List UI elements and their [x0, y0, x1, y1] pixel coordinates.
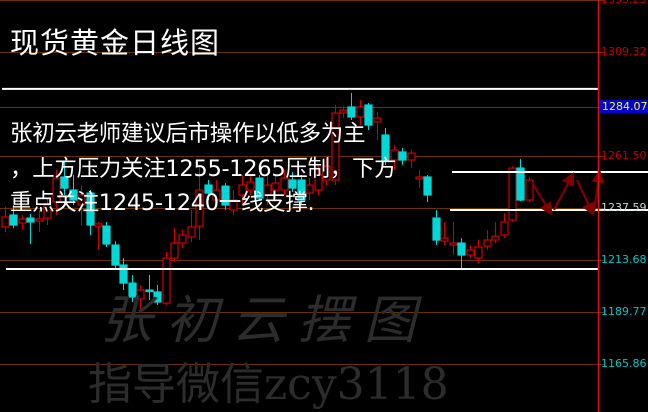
- candle-down: [221, 185, 230, 206]
- candle-up: [238, 184, 247, 196]
- annotation-line-2: ，上方压力关注1255-1265压制，下方: [10, 156, 397, 182]
- candle-up: [525, 179, 534, 201]
- candle-up: [373, 117, 382, 123]
- candle-up: [322, 165, 331, 181]
- trend-arrow: [576, 179, 595, 216]
- candle-down: [297, 179, 306, 201]
- annotation-line-3: 重点关注1245-1240一线支撑.: [10, 190, 315, 216]
- candle-up: [280, 177, 289, 191]
- candle-up: [449, 242, 458, 246]
- candle-down: [204, 184, 213, 194]
- y-tick-label: 1165.86: [601, 356, 647, 370]
- candle-up: [339, 109, 348, 114]
- candle-down: [457, 242, 466, 256]
- candle-up: [18, 218, 27, 224]
- candle-up: [271, 182, 280, 191]
- y-tick-label: 1309.32: [601, 44, 647, 58]
- candle-up: [415, 176, 424, 180]
- candle-down: [516, 167, 525, 201]
- candle-down: [347, 106, 356, 118]
- candle-down: [398, 151, 407, 161]
- annotation-line-1: 张初云老师建议后市操作以低多为主: [10, 121, 366, 147]
- trend-arrow: [531, 182, 553, 216]
- candle-down: [119, 264, 128, 284]
- candle-down: [432, 217, 441, 241]
- candle-up: [246, 181, 255, 191]
- candle-down: [102, 225, 111, 245]
- candle-up: [229, 199, 238, 211]
- candle-down: [255, 177, 264, 199]
- candle-up: [170, 242, 179, 259]
- y-tick-label: 1261.50: [601, 148, 647, 162]
- candle-down: [288, 179, 297, 189]
- candle-up: [212, 189, 221, 201]
- candle-down: [364, 104, 373, 126]
- candle-up: [331, 112, 340, 181]
- candle-down: [69, 189, 78, 201]
- candle-up: [35, 218, 44, 222]
- candle-up: [483, 239, 492, 247]
- y-tick-label: 1237.59: [601, 200, 647, 214]
- candle-up: [1, 216, 10, 228]
- watermark-author: 张初云摆图: [100, 291, 431, 351]
- candle-up: [136, 289, 145, 300]
- trend-arrow: [553, 172, 575, 211]
- candle-up: [162, 257, 171, 304]
- chart-title: 现货黄金日线图: [10, 26, 221, 60]
- candle-up: [77, 194, 86, 206]
- candle-up: [390, 149, 399, 161]
- candle-up: [356, 106, 365, 118]
- candle-down: [60, 176, 69, 189]
- candle-up: [474, 246, 483, 259]
- candle-up: [491, 235, 500, 241]
- candle-up: [407, 152, 416, 161]
- candle-up: [43, 204, 52, 219]
- y-tick-label: 1213.68: [601, 252, 647, 266]
- candle-down: [423, 176, 432, 196]
- candle-up: [94, 223, 103, 227]
- candle-down: [9, 214, 18, 226]
- candle-down: [153, 291, 162, 303]
- candle-down: [86, 192, 95, 226]
- current-price-label: 1284.07: [600, 99, 648, 113]
- candle-up: [500, 221, 509, 236]
- candle-down: [26, 217, 35, 223]
- candle-down: [128, 282, 137, 298]
- candle-up: [466, 249, 475, 256]
- candle-up: [52, 177, 61, 203]
- candle-up: [187, 226, 196, 238]
- y-tick-label: 1189.77: [601, 304, 647, 318]
- y-tick-label: 1333.23: [601, 0, 647, 6]
- candle-down: [145, 289, 154, 293]
- candle-down: [111, 244, 120, 266]
- candle-up: [440, 237, 449, 242]
- candle-up: [314, 174, 323, 191]
- candle-up: [508, 167, 517, 221]
- candle-up: [178, 234, 187, 244]
- candle-up: [195, 189, 204, 227]
- candle-up: [263, 184, 272, 196]
- candle-down: [381, 134, 390, 161]
- watermark-wechat: 指导微信zcy3118: [88, 359, 449, 410]
- candle-up: [305, 184, 314, 194]
